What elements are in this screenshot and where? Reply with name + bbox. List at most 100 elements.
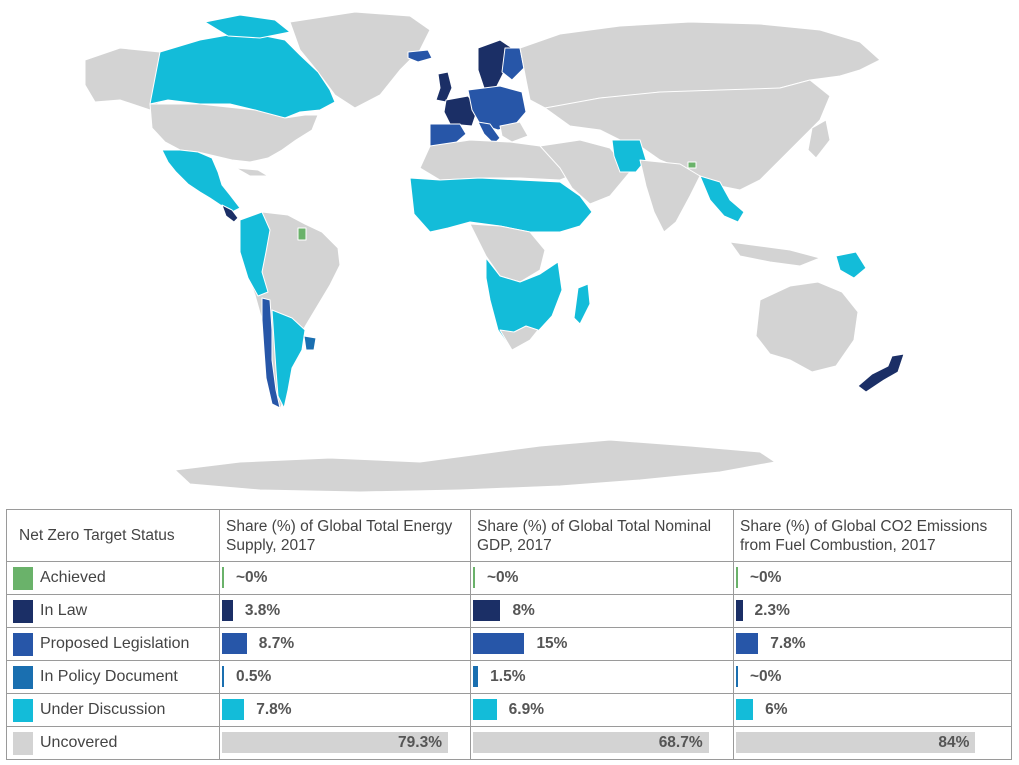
status-label: Uncovered	[40, 734, 118, 751]
share-bar	[736, 666, 738, 687]
share-value: 2.3%	[754, 602, 790, 619]
share-cell: 7.8%	[219, 693, 471, 727]
share-cell: 8%	[470, 594, 734, 628]
share-bar	[736, 633, 759, 654]
region-southern-africa	[485, 257, 563, 351]
share-value: 8%	[512, 602, 535, 619]
share-cell: ~0%	[470, 561, 734, 595]
world-map	[84, 11, 905, 493]
share-value: 1.5%	[490, 668, 526, 685]
region-france	[443, 95, 479, 127]
region-suriname	[297, 227, 307, 241]
region-madagascar	[573, 283, 591, 325]
region-argentina	[271, 309, 306, 409]
share-value: 7.8%	[256, 701, 292, 718]
share-cell: 8.7%	[219, 627, 471, 661]
region-middle-east	[539, 139, 631, 205]
share-bar	[222, 567, 224, 588]
region-iberia	[429, 123, 467, 147]
share-cell: 7.8%	[733, 627, 1012, 661]
share-bar	[222, 732, 448, 753]
region-central-america	[221, 204, 239, 223]
share-bar	[473, 567, 475, 588]
share-bar	[222, 699, 245, 720]
table-row: Under Discussion 7.8% 6.9% 6%	[6, 693, 1012, 727]
status-label: Under Discussion	[40, 701, 166, 718]
table-row: Achieved ~0% ~0% ~0%	[6, 561, 1012, 595]
share-bar	[473, 666, 479, 687]
share-bar	[473, 732, 709, 753]
status-swatch	[13, 731, 33, 755]
share-cell: 6.9%	[470, 693, 734, 727]
region-central-africa	[469, 223, 546, 283]
region-india	[639, 159, 701, 233]
table-row: In Policy Document 0.5% 1.5% ~0%	[6, 660, 1012, 694]
region-chile	[261, 297, 281, 409]
share-cell: 6%	[733, 693, 1012, 727]
header-gdp: Share (%) of Global Total Nominal GDP, 2…	[470, 509, 734, 562]
share-bar	[736, 567, 738, 588]
table-header-row: Net Zero Target Status Share (%) of Glob…	[6, 509, 1012, 562]
region-uruguay	[303, 335, 317, 351]
status-swatch	[13, 599, 33, 623]
status-swatch	[13, 665, 33, 689]
share-value: 8.7%	[258, 635, 295, 652]
share-cell: 79.3%	[219, 726, 471, 760]
share-cell: 0.5%	[219, 660, 471, 694]
share-bar	[736, 699, 754, 720]
status-label: In Policy Document	[40, 668, 178, 685]
region-pakistan	[611, 139, 647, 173]
region-usa	[149, 103, 319, 163]
share-value: ~0%	[750, 569, 782, 586]
share-value: ~0%	[750, 668, 782, 685]
region-uk	[435, 71, 453, 103]
share-bar	[222, 600, 233, 621]
header-energy-supply: Share (%) of Global Total Energy Supply,…	[219, 509, 471, 562]
share-bar	[473, 633, 525, 654]
header-status: Net Zero Target Status	[6, 509, 220, 562]
share-bar	[222, 633, 247, 654]
status-cell: In Law	[6, 594, 220, 628]
share-bar	[473, 699, 497, 720]
status-swatch	[13, 566, 33, 590]
share-value: 6.9%	[508, 701, 544, 718]
share-value: 7.8%	[770, 635, 806, 652]
header-co2: Share (%) of Global CO2 Emissions from F…	[733, 509, 1012, 562]
share-value: 79.3%	[398, 734, 442, 751]
share-value: 68.7%	[658, 734, 703, 751]
share-cell: 1.5%	[470, 660, 734, 694]
share-cell: 15%	[470, 627, 734, 661]
share-cell: ~0%	[733, 660, 1012, 694]
status-swatch	[13, 698, 33, 722]
status-cell: Uncovered	[6, 726, 220, 760]
region-australia	[755, 281, 859, 373]
share-cell: 2.3%	[733, 594, 1012, 628]
region-iceland	[407, 49, 433, 63]
share-bar	[736, 732, 976, 753]
table-row: In Law 3.8% 8% 2.3%	[6, 594, 1012, 628]
region-bhutan	[687, 161, 697, 169]
status-cell: Proposed Legislation	[6, 627, 220, 661]
share-value: 6%	[765, 701, 788, 718]
share-value: 3.8%	[244, 602, 281, 619]
region-new-zealand	[857, 353, 905, 393]
region-southeast-asia	[699, 175, 745, 223]
region-indonesia	[729, 241, 821, 267]
share-cell: 84%	[733, 726, 1012, 760]
status-swatch	[13, 632, 33, 656]
share-value: ~0%	[487, 569, 519, 586]
share-value: 0.5%	[236, 668, 272, 685]
status-label: Achieved	[40, 569, 106, 586]
share-value: 84%	[938, 734, 970, 751]
region-colombia-peru	[239, 211, 271, 297]
region-finland	[501, 47, 525, 81]
region-greenland	[289, 11, 431, 109]
status-label: Proposed Legislation	[40, 635, 190, 652]
share-cell: 68.7%	[470, 726, 734, 760]
share-cell: ~0%	[733, 561, 1012, 595]
region-canada	[149, 31, 336, 119]
status-label: In Law	[40, 602, 88, 619]
share-cell: ~0%	[219, 561, 471, 595]
status-cell: Under Discussion	[6, 693, 220, 727]
table-row: Proposed Legislation 8.7% 15% 7.8%	[6, 627, 1012, 661]
